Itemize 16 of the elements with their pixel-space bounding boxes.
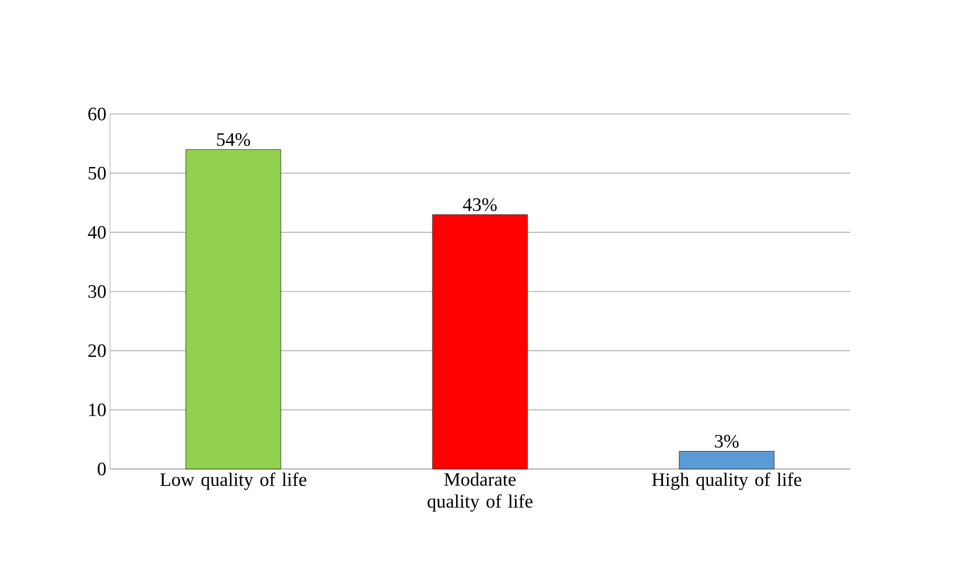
y-tick-label: 0 [98,462,106,476]
y-tick-label: 40 [88,226,106,239]
x-tick-label: Modarate quality of life [428,472,532,512]
x-tick-label: High quality of life [652,472,802,490]
bar [186,149,282,470]
y-tick-label: 20 [88,344,106,358]
x-tick-label: Low quality of life [160,472,306,490]
bar [432,214,528,470]
data-label: 3% [714,434,739,448]
data-label: 54% [217,133,250,146]
y-tick-label: 50 [88,166,106,180]
data-label: 43% [463,198,497,212]
y-tick-label: 60 [88,108,106,120]
bar [678,451,774,470]
y-tick-label: 10 [89,403,106,416]
y-tick-label: 30 [88,285,106,298]
